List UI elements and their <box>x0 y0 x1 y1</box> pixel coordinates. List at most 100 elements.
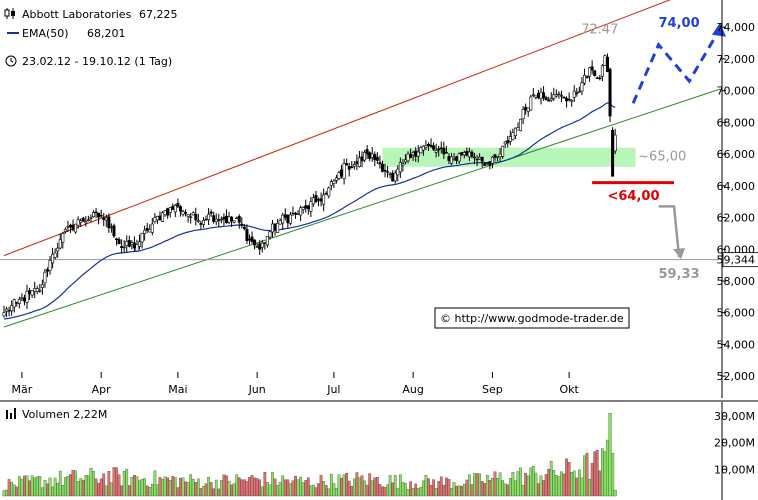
candle <box>86 215 90 222</box>
downside-target-label: 59,33 <box>659 267 700 282</box>
candle <box>496 156 500 162</box>
volume-bar <box>590 463 594 497</box>
volume-bar <box>332 483 336 497</box>
candle <box>449 152 453 166</box>
candle <box>375 152 379 165</box>
volume-bar <box>232 483 236 497</box>
volume-bar <box>41 487 44 497</box>
volume-bar <box>447 479 451 497</box>
candle <box>235 216 239 220</box>
candle <box>521 106 525 124</box>
volume-bar <box>503 483 507 497</box>
candle <box>12 298 16 313</box>
volume-bar <box>64 477 67 497</box>
volume-bar <box>299 476 302 497</box>
volume-bar <box>491 478 494 497</box>
volume-bar <box>12 484 16 497</box>
candle <box>457 152 461 164</box>
volume-bar <box>483 483 487 497</box>
candle <box>35 285 39 295</box>
candle <box>81 216 85 222</box>
candle <box>291 206 295 217</box>
volume-bar <box>145 485 149 497</box>
candle <box>337 170 341 181</box>
candle <box>429 138 433 149</box>
volume-bar <box>529 467 533 497</box>
volume-bar <box>194 482 198 497</box>
candle <box>595 76 599 79</box>
candle <box>570 99 574 107</box>
volume-bar <box>148 486 152 497</box>
volume-bar <box>516 471 520 497</box>
volume-bar <box>135 476 139 497</box>
candle <box>306 204 310 215</box>
volume-bar <box>393 475 397 497</box>
candle <box>444 146 448 154</box>
volume-bar <box>575 477 579 497</box>
candle <box>117 237 121 245</box>
candle <box>74 223 78 234</box>
volume-bar <box>220 480 223 497</box>
volume-bar <box>381 486 384 497</box>
candle <box>48 255 52 275</box>
candle <box>388 172 392 179</box>
candle <box>150 217 154 236</box>
ema-label: EMA(50) <box>22 27 69 40</box>
candlestick-legend-icon <box>4 8 15 19</box>
watermark-box: © http://www.godmode-trader.de <box>434 307 630 329</box>
volume-bar <box>294 475 297 497</box>
candle <box>327 186 331 199</box>
candle <box>196 213 200 223</box>
volume-bar <box>462 483 466 497</box>
price-tick-label: 74,000 <box>717 21 756 34</box>
price-tick-label: 68,000 <box>717 116 756 129</box>
lower-channel-line <box>3 88 721 328</box>
candle <box>334 174 338 184</box>
month-tick-label: Jul <box>326 383 340 396</box>
volume-bar <box>5 489 8 497</box>
volume-bar <box>122 471 126 497</box>
volume-bar <box>347 480 351 497</box>
volume-bar <box>478 473 481 497</box>
volume-bar <box>25 475 29 497</box>
volume-bar <box>511 472 515 497</box>
instrument-value: 67,225 <box>139 8 178 21</box>
candle <box>386 165 390 178</box>
candle <box>102 213 106 227</box>
volume-bar <box>166 477 170 497</box>
volume-bar <box>23 475 26 497</box>
candle <box>562 96 566 99</box>
volume-bar <box>583 455 586 497</box>
candle <box>549 92 553 102</box>
volume-bar <box>112 467 116 497</box>
candle <box>488 161 492 170</box>
candle <box>242 224 246 231</box>
ema-line <box>3 102 616 320</box>
candle <box>38 284 42 293</box>
volume-bar <box>158 476 162 497</box>
target-projection-path <box>631 28 722 104</box>
candle <box>613 128 617 155</box>
candle <box>145 222 149 233</box>
candle <box>324 191 328 195</box>
volume-bar <box>263 471 267 497</box>
volume-bar <box>519 467 522 497</box>
candle <box>483 161 487 166</box>
candle <box>189 213 193 224</box>
candle <box>194 207 198 226</box>
volume-bar <box>230 484 233 497</box>
volume-bar <box>102 473 106 497</box>
candle <box>283 208 287 221</box>
candle <box>92 210 96 218</box>
volume-bar <box>554 475 558 497</box>
volume-bar <box>562 473 566 497</box>
candle <box>536 89 540 100</box>
candle <box>524 103 528 115</box>
volume-bar <box>153 470 157 497</box>
candle <box>473 152 477 165</box>
volume-bar <box>87 475 90 497</box>
candle <box>565 96 569 108</box>
candle <box>363 149 367 163</box>
volume-bar <box>117 474 121 497</box>
